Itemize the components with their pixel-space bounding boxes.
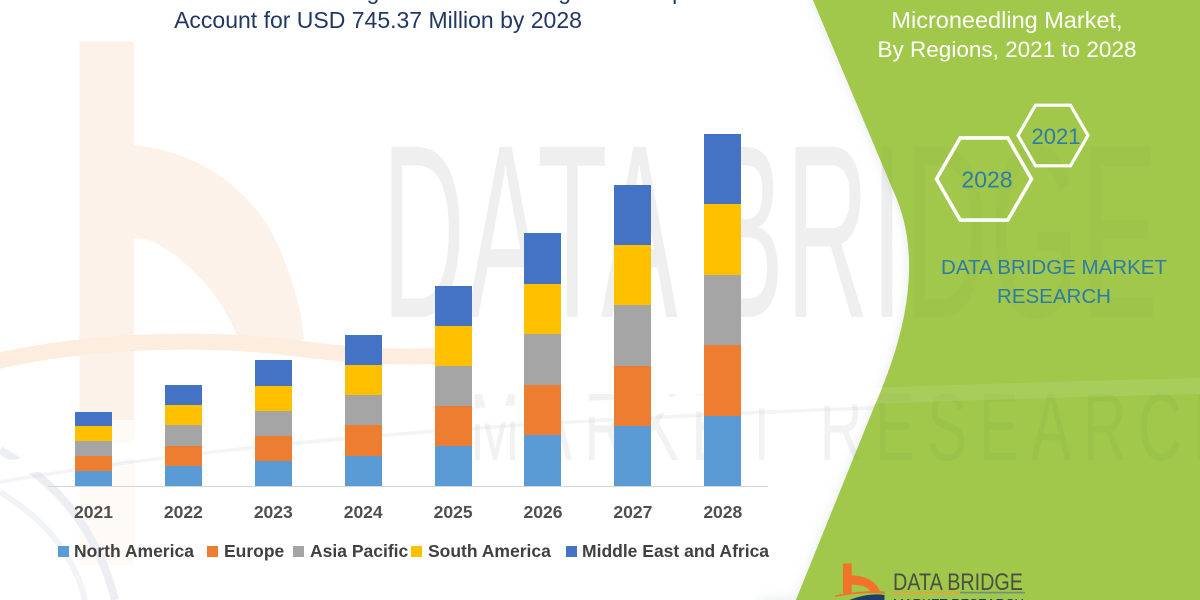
svg-text:2028: 2028 xyxy=(961,167,1012,193)
svg-text:2021: 2021 xyxy=(1032,124,1081,149)
svg-text:DATA BRIDGE: DATA BRIDGE xyxy=(893,569,1023,596)
svg-text:MARKET RESEARCH: MARKET RESEARCH xyxy=(893,596,1024,600)
